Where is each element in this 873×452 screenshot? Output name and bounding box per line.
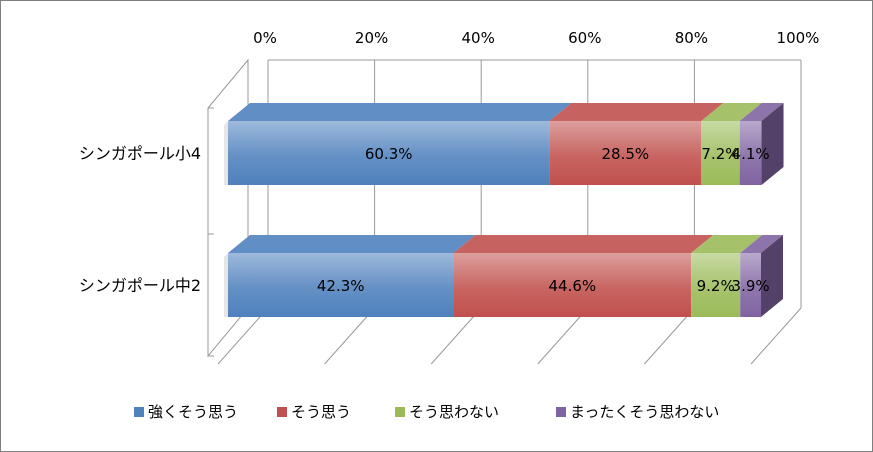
floor-gridline	[644, 307, 695, 365]
data-label: 3.9%	[732, 277, 770, 295]
bar-top-face	[691, 235, 763, 253]
bar-segment[interactable]	[228, 121, 550, 185]
bar-top-face	[740, 235, 783, 253]
bar-side-face	[761, 103, 784, 185]
category-label: シンガポール小4	[79, 144, 201, 163]
x-tick-label: 40%	[462, 29, 495, 47]
legend-label: そう思う	[291, 403, 351, 421]
bar-top-face	[549, 103, 724, 121]
bars	[224, 103, 784, 317]
category-labels: シンガポール小4 シンガポール中2	[79, 144, 201, 295]
legend-label: そう思わない	[409, 403, 499, 421]
floor-gridline	[537, 307, 589, 365]
data-label: 4.1%	[732, 145, 770, 163]
legend-label: まったくそう思わない	[570, 403, 719, 421]
data-label: 7.2%	[701, 145, 739, 163]
bar-top-face	[228, 235, 476, 253]
data-label: 44.6%	[548, 277, 596, 295]
data-labels: 60.3% 28.5% 7.2%4.1% 42.3% 44.6% 9.2%3.9%	[317, 145, 770, 295]
floor-gridline	[430, 307, 482, 365]
bar-top-face	[739, 103, 784, 121]
legend-swatch	[395, 407, 405, 417]
legend: 強くそう思う そう思う そう思わない まったくそう思わない	[134, 403, 719, 421]
x-tick-label: 80%	[675, 29, 708, 47]
data-label: 42.3%	[317, 277, 365, 295]
legend-swatch	[556, 407, 566, 417]
legend-swatch	[277, 407, 287, 417]
bar-segment[interactable]	[549, 121, 702, 185]
bar-shadow	[224, 121, 228, 185]
bar-segment[interactable]	[228, 253, 454, 317]
bar-shadow	[224, 253, 228, 317]
floor-gridline	[324, 307, 375, 365]
bar-top-face	[228, 103, 572, 121]
legend-label: 強くそう思う	[148, 403, 238, 421]
floor-gridline	[750, 307, 802, 365]
x-axis-ticks: 0% 20% 40% 60% 80% 100%	[253, 29, 819, 47]
data-label: 9.2%	[697, 277, 735, 295]
bar-top-face	[701, 103, 762, 121]
bar-segment[interactable]	[701, 121, 740, 185]
x-tick-label: 0%	[253, 29, 277, 47]
bar-segment[interactable]	[739, 121, 762, 185]
bar-side-face	[761, 235, 783, 317]
legend-swatch	[134, 407, 144, 417]
floor-gridline	[217, 307, 269, 365]
bar-segment[interactable]	[453, 253, 692, 317]
bar-top-face	[453, 235, 714, 253]
x-tick-label: 100%	[777, 29, 820, 47]
bar-segment[interactable]	[691, 253, 741, 317]
category-label: シンガポール中2	[79, 276, 201, 295]
data-label: 60.3%	[365, 145, 413, 163]
x-tick-label: 60%	[568, 29, 601, 47]
bar-segment[interactable]	[740, 253, 761, 317]
x-tick-label: 20%	[355, 29, 388, 47]
data-label: 28.5%	[602, 145, 650, 163]
